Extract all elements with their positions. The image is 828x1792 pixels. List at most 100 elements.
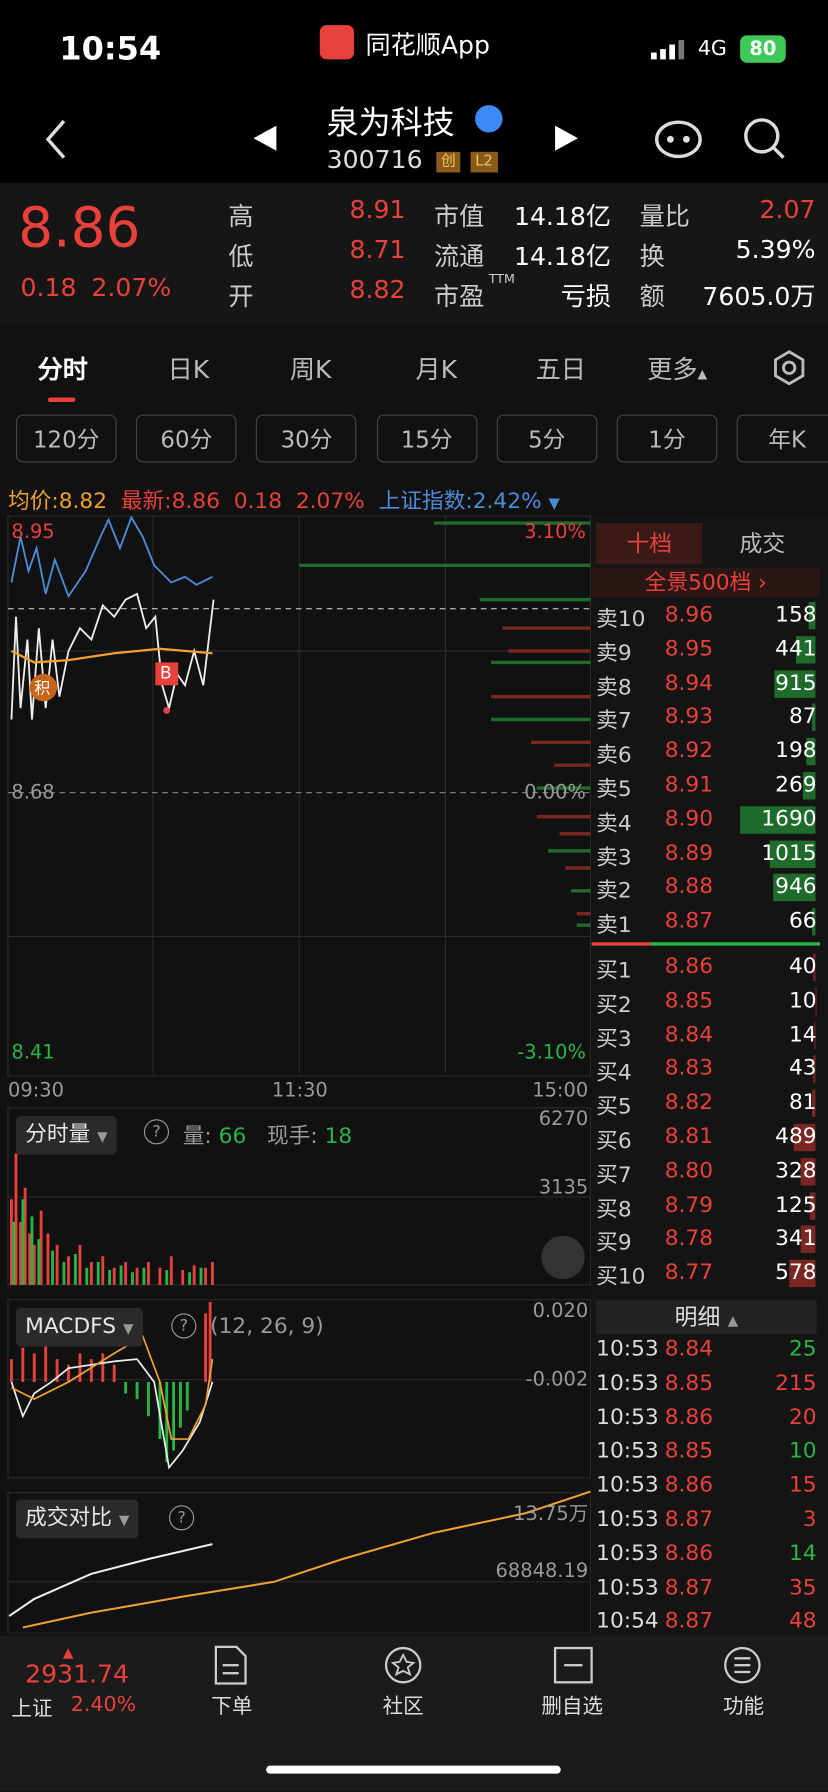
nav-item[interactable]: 删自选 [541, 1694, 604, 1719]
book-label: 买2 [596, 992, 632, 1018]
book-bar [812, 908, 816, 936]
price-mid: 8.68 [11, 781, 55, 805]
volume-title-text: 分时量 [25, 1121, 91, 1147]
detail-time: 10:53 [596, 1472, 659, 1498]
book-label: 买3 [596, 1026, 632, 1052]
panorama-button[interactable]: 全景500档 › [591, 567, 821, 598]
book-qty: 10 [788, 987, 817, 1013]
macd-title-text: MACDFS [25, 1313, 117, 1339]
prev-stock[interactable] [251, 123, 278, 153]
stat-label: 低 [228, 243, 254, 272]
settings-icon[interactable] [771, 349, 808, 386]
info-pct: 2.07% [295, 488, 365, 514]
book-bar [809, 1191, 816, 1220]
detail-header[interactable]: 明细 ▲ [596, 1299, 817, 1334]
back-button[interactable] [41, 116, 71, 162]
compare-title[interactable]: 成交对比 ▼ [15, 1499, 139, 1539]
index-name: 上证 [11, 1697, 53, 1722]
book-label: 卖7 [596, 708, 632, 734]
period-button[interactable]: 年K [736, 414, 828, 463]
tab[interactable]: 分时 [37, 356, 88, 385]
vol-label: 量: [182, 1123, 212, 1149]
pct-top: 3.10% [524, 520, 586, 544]
book-label: 买9 [596, 1230, 632, 1256]
nav-item[interactable]: 社区 [382, 1694, 424, 1719]
book-label: 买6 [596, 1128, 632, 1154]
macd-tick: 0.020 [532, 1299, 589, 1323]
next-stock[interactable] [553, 123, 580, 153]
verified-icon [475, 105, 503, 133]
detail-price: 8.87 [664, 1574, 714, 1600]
stat-label: 流通 [433, 243, 485, 272]
stat-label: 开 [228, 283, 254, 312]
book-bar [789, 1259, 816, 1288]
tab[interactable]: 周K [289, 356, 332, 385]
tab[interactable]: 月K [415, 356, 458, 385]
nav-item[interactable]: 下单 [211, 1694, 253, 1719]
expand-button[interactable] [541, 1235, 585, 1280]
book-tab[interactable]: 成交 [739, 529, 786, 558]
marker: 积 [34, 679, 51, 698]
book-qty: 489 [775, 1123, 817, 1149]
avg: 8.82 [58, 488, 108, 514]
network: 4G [697, 36, 727, 61]
book-qty: 66 [788, 908, 817, 934]
search-icon[interactable] [742, 116, 788, 162]
book-price: 8.90 [664, 806, 714, 832]
battery: 80 [740, 35, 786, 63]
book-label: 买1 [596, 958, 632, 984]
compare-title-text: 成交对比 [25, 1505, 112, 1531]
book-bar [773, 874, 816, 902]
tab[interactable]: 更多▲ [647, 356, 708, 385]
pct-mid: 0.00% [524, 781, 586, 805]
book-bar [813, 953, 816, 982]
detail-vol: 15 [788, 1472, 817, 1498]
detail-price: 8.87 [664, 1608, 714, 1634]
book-bar [740, 806, 816, 834]
period-button[interactable]: 30分 [256, 414, 357, 463]
help-icon[interactable]: ? [169, 1505, 195, 1531]
book-label: 卖1 [596, 912, 632, 938]
book-price: 8.78 [664, 1225, 714, 1252]
marker: B [159, 662, 172, 683]
avg-label: 均价: [7, 488, 59, 514]
help-icon[interactable]: ? [171, 1313, 197, 1339]
stat-value: 8.71 [349, 236, 406, 265]
tab[interactable]: 日K [167, 356, 210, 385]
book-bar [803, 772, 816, 800]
period-button[interactable]: 1分 [616, 414, 718, 463]
info-line: 均价:8.82 最新:8.86 0.18 2.07% 上证指数:2.42% ▼ [7, 488, 560, 514]
badge: L2 [470, 151, 498, 173]
book-qty: 87 [788, 703, 817, 730]
compare-label: 68848.19 [495, 1560, 589, 1583]
detail-price: 8.86 [664, 1472, 714, 1498]
macd-title[interactable]: MACDFS ▼ [15, 1307, 143, 1347]
time-label: 09:30 [7, 1079, 64, 1103]
period-button[interactable]: 60分 [136, 414, 237, 463]
signal-icon [650, 39, 685, 60]
period-button[interactable]: 120分 [15, 414, 117, 463]
hand: 18 [324, 1123, 353, 1149]
period-button[interactable]: 15分 [376, 414, 477, 463]
nav-item[interactable]: 功能 [722, 1694, 765, 1719]
tab[interactable]: 五日 [535, 356, 586, 385]
book-price: 8.95 [664, 635, 714, 662]
help-icon[interactable]: ? [143, 1119, 170, 1145]
stat-value: 14.18亿 [513, 243, 612, 272]
robot-icon[interactable] [653, 114, 703, 160]
stat-value: 亏损 [560, 283, 612, 312]
detail-time: 10:53 [596, 1574, 659, 1600]
volume-title[interactable]: 分时量 ▼ [15, 1115, 117, 1155]
stock-name: 泉为科技 [326, 103, 455, 142]
app-name: 同花顺App [365, 31, 490, 61]
book-qty: 158 [775, 601, 817, 628]
book-price: 8.87 [664, 908, 714, 934]
book-price: 8.82 [664, 1089, 714, 1115]
book-qty: 1690 [761, 806, 817, 832]
period-button[interactable]: 5分 [496, 414, 598, 463]
book-bar [808, 601, 816, 630]
detail-price: 8.87 [664, 1506, 714, 1532]
detail-vol: 10 [788, 1438, 817, 1464]
book-tab[interactable]: 十档 [596, 523, 703, 565]
